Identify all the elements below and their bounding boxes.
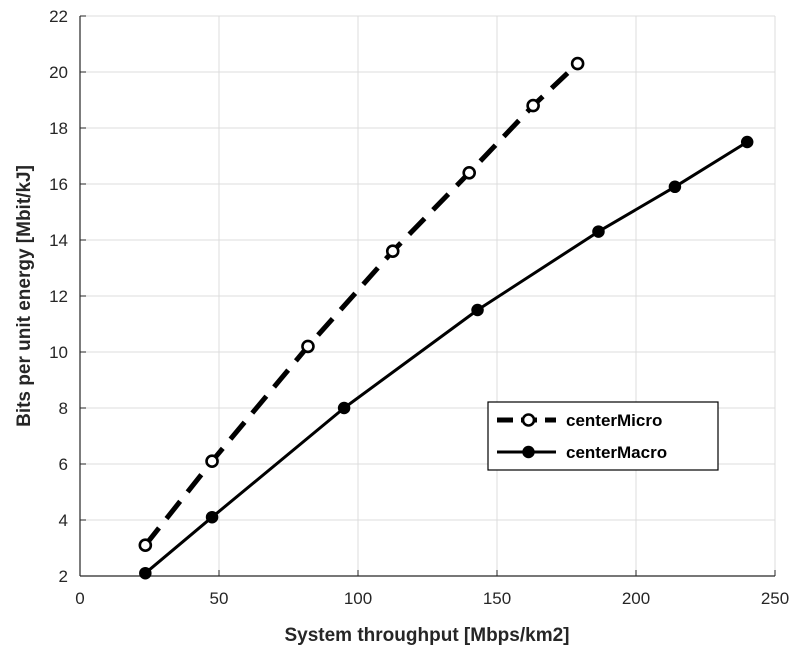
data-point-centerMicro xyxy=(301,339,315,354)
y-tick-label: 2 xyxy=(59,567,68,586)
series-markers xyxy=(138,56,754,580)
data-point-centerMicro xyxy=(385,244,400,258)
legend-label-centerMacro: centerMacro xyxy=(566,443,667,462)
x-tick-label: 150 xyxy=(483,589,511,608)
data-point-centerMicro xyxy=(570,56,585,71)
data-point-centerMicro xyxy=(462,166,477,180)
x-tick-label: 50 xyxy=(210,589,229,608)
y-axis-label: Bits per unit energy [Mbit/kJ] xyxy=(14,165,35,427)
y-tick-label: 18 xyxy=(49,119,68,138)
data-point-centerMacro xyxy=(471,303,484,317)
y-tick-label: 8 xyxy=(59,399,68,418)
x-axis-label: System throughput [Mbps/km2] xyxy=(284,625,569,646)
legend-marker-centerMacro xyxy=(522,445,535,459)
data-point-centerMicro xyxy=(526,98,540,113)
y-tick-label: 10 xyxy=(49,343,68,362)
y-tick-label: 12 xyxy=(49,287,68,306)
x-tick-label: 100 xyxy=(344,589,372,608)
data-point-centerMacro xyxy=(740,135,754,149)
y-tick-label: 14 xyxy=(49,231,68,250)
grid xyxy=(79,15,776,577)
data-point-centerMicro xyxy=(138,538,153,553)
y-tick-label: 6 xyxy=(59,455,68,474)
x-tick-label: 0 xyxy=(75,589,84,608)
y-tick-label: 22 xyxy=(49,7,68,26)
tick-labels: 0 50 100 150 200 250 2 4 6 8 10 12 14 16 18 20 22 xyxy=(49,7,789,608)
data-point-centerMacro xyxy=(205,510,219,524)
legend-marker-centerMicro xyxy=(521,413,536,427)
y-tick-label: 20 xyxy=(49,63,68,82)
data-point-centerMacro xyxy=(337,401,351,415)
legend: centerMicro centerMacro xyxy=(487,401,719,471)
data-point-centerMacro xyxy=(668,180,682,194)
y-tick-label: 4 xyxy=(59,511,68,530)
legend-box xyxy=(487,401,719,471)
data-point-centerMacro xyxy=(139,566,152,580)
data-point-centerMicro xyxy=(205,454,219,469)
axes xyxy=(79,15,776,577)
y-tick-label: 16 xyxy=(49,175,68,194)
x-tick-label: 200 xyxy=(622,589,650,608)
data-point-centerMacro xyxy=(592,225,605,238)
x-tick-label: 250 xyxy=(761,589,789,608)
legend-label-centerMicro: centerMicro xyxy=(566,411,662,430)
